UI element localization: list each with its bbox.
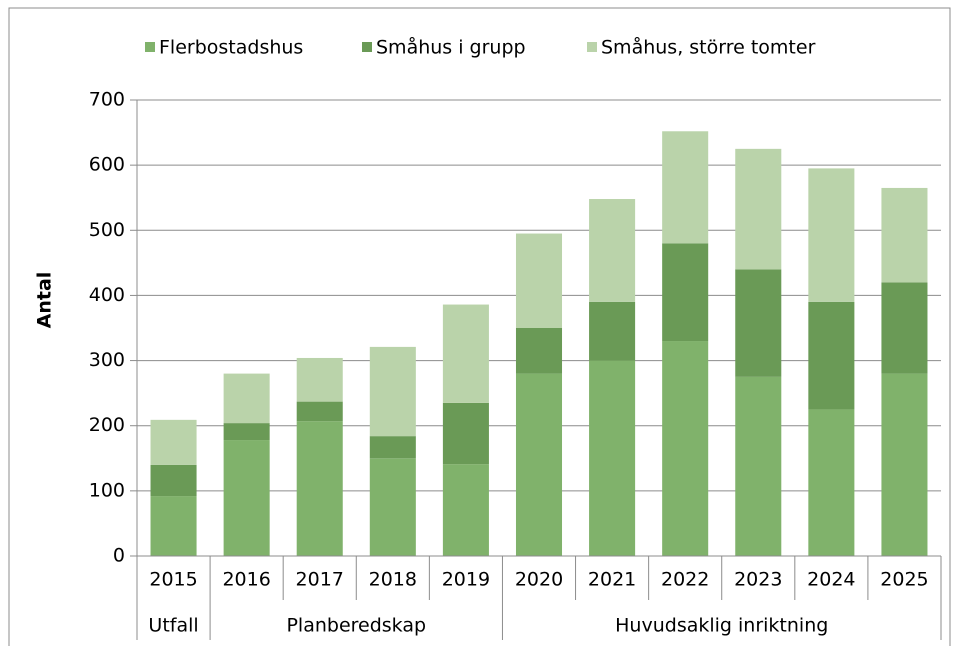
x-tick-label: 2023 [734,569,782,591]
legend-swatch [145,42,155,52]
bar-segment [296,421,343,556]
y-tick-label: 200 [89,414,125,436]
y-tick-label: 600 [89,154,125,176]
bar-segment [442,464,489,556]
bar-segment [442,402,489,465]
bar-segment [808,168,855,302]
bar-segment [881,187,928,283]
bar-segment [296,357,343,402]
y-tick-label: 500 [89,219,125,241]
bar-segment [223,423,270,441]
x-tick-label: 2021 [588,569,636,591]
bar-segment [515,328,563,374]
bar-segment [881,282,928,374]
bar-segment [515,373,563,556]
y-axis-title: Antal [34,272,56,329]
bar-segment [808,301,855,410]
bar-segment [589,360,636,556]
x-tick-label: 2017 [296,569,344,591]
bar-segment [589,199,636,302]
bar-segment [735,148,782,270]
group-label: Planberedskap [286,615,426,637]
group-label: Utfall [148,615,198,637]
bar-segment [662,131,709,244]
bar-segment [150,464,197,497]
x-tick-label: 2022 [661,569,709,591]
legend-swatch [362,42,372,52]
x-tick-label: 2018 [369,569,417,591]
x-tick-label: 2020 [515,569,563,591]
x-tick-label: 2025 [880,569,928,591]
y-tick-label: 300 [89,349,125,371]
x-tick-label: 2024 [807,569,855,591]
x-tick-label: 2019 [442,569,490,591]
bar-segment [735,376,782,556]
bar-segment [662,341,709,556]
group-label: Huvudsaklig inriktning [615,615,828,637]
bar-segment [662,243,709,342]
bar-segment [150,419,197,465]
bar-segment [735,269,782,377]
bar-segment [150,496,197,556]
legend-label: Småhus i grupp [376,36,526,59]
y-tick-label: 100 [89,479,125,501]
bar-segment [369,436,416,459]
chart-frame [8,7,951,646]
bar-segment [223,440,270,556]
legend-label: Flerbostadshus [159,37,303,59]
bar-segment [881,373,928,556]
bar-segment [442,304,489,403]
bar-segment [369,346,416,437]
legend-label: Småhus, större tomter [601,36,816,59]
y-tick-label: 400 [89,284,125,306]
legend-swatch [587,42,597,52]
bar-segment [223,373,270,424]
bar-segment [589,301,636,361]
bar-segment [296,401,343,422]
y-tick-label: 0 [113,545,125,567]
bar-segment [515,233,563,328]
y-tick-label: 700 [89,89,125,111]
bar-segment [808,409,855,556]
x-tick-label: 2016 [222,569,270,591]
bar-segment [369,458,416,556]
x-tick-label: 2015 [149,569,197,591]
